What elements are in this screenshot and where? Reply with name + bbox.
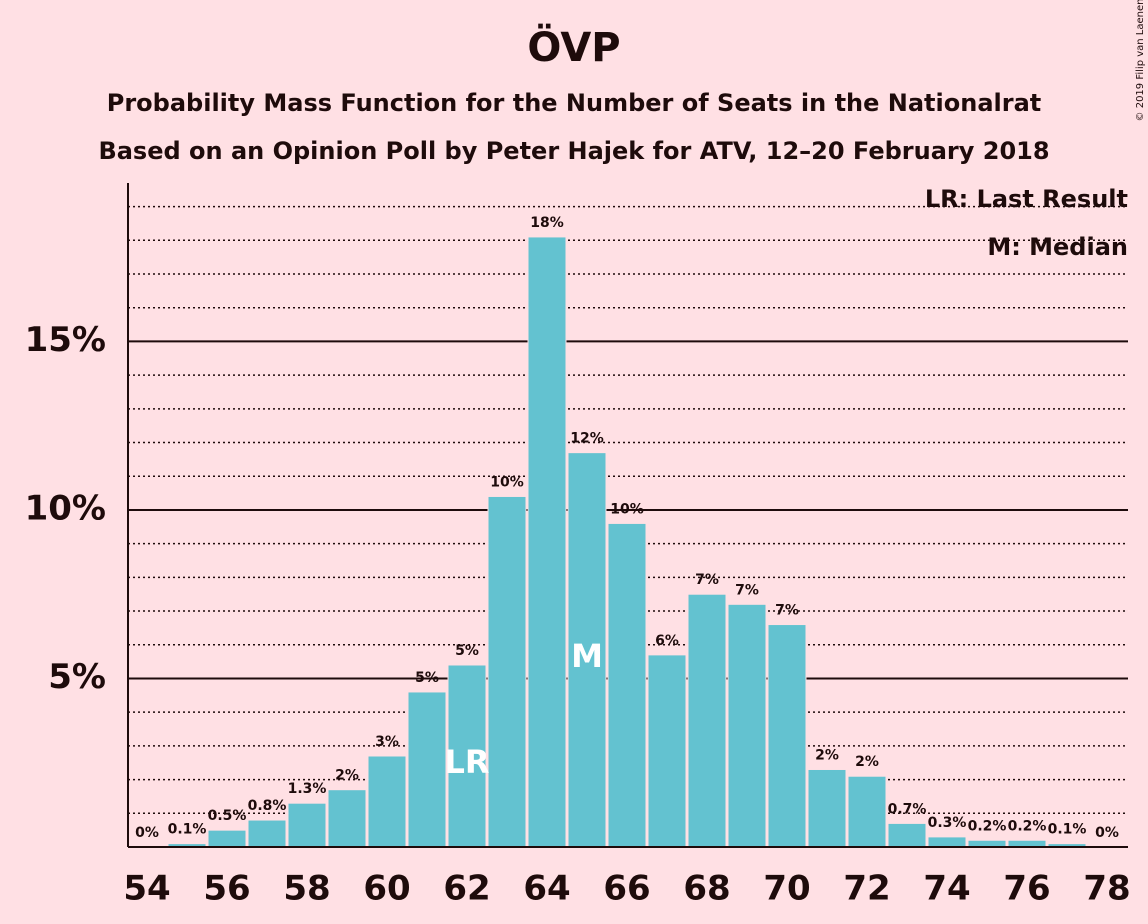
bar bbox=[607, 522, 647, 848]
value-label: 2% bbox=[855, 754, 879, 770]
bar bbox=[247, 819, 287, 848]
bar bbox=[807, 768, 847, 848]
value-label: 0.3% bbox=[928, 815, 967, 831]
x-tick-label: 68 bbox=[683, 869, 730, 909]
bar bbox=[887, 822, 927, 848]
value-label: 10% bbox=[490, 474, 524, 490]
value-label: 5% bbox=[415, 670, 439, 686]
x-tick-label: 60 bbox=[363, 869, 410, 909]
y-tick-label: 5% bbox=[48, 657, 106, 697]
value-label: 0% bbox=[1095, 825, 1119, 841]
y-tick-label: 10% bbox=[25, 488, 106, 528]
value-label: 0.1% bbox=[1048, 822, 1087, 838]
x-tick-label: 66 bbox=[603, 869, 650, 909]
value-label: 6% bbox=[655, 633, 679, 649]
bar bbox=[767, 624, 807, 848]
value-label: 12% bbox=[570, 431, 604, 447]
value-label: 0% bbox=[135, 825, 159, 841]
value-label: 5% bbox=[455, 643, 479, 659]
value-label: 7% bbox=[695, 572, 719, 588]
bar bbox=[1007, 839, 1047, 848]
x-tick-label: 64 bbox=[523, 869, 570, 909]
value-label: 0.7% bbox=[888, 801, 927, 817]
bar-annotation: M bbox=[571, 637, 603, 675]
bar bbox=[487, 495, 527, 848]
chart-title: ÖVP bbox=[527, 23, 620, 71]
bar bbox=[967, 839, 1007, 848]
value-label: 0.1% bbox=[168, 822, 207, 838]
bar bbox=[367, 755, 407, 848]
value-label: 0.5% bbox=[208, 808, 247, 824]
bar bbox=[207, 829, 247, 848]
x-tick-label: 76 bbox=[1003, 869, 1050, 909]
value-label: 0.2% bbox=[1008, 818, 1047, 834]
bar bbox=[847, 775, 887, 848]
value-label: 0.2% bbox=[968, 818, 1007, 834]
value-label: 7% bbox=[775, 603, 799, 619]
value-label: 2% bbox=[815, 747, 839, 763]
bar bbox=[727, 603, 767, 848]
legend-entry: LR: Last Result bbox=[925, 185, 1128, 213]
value-label: 7% bbox=[735, 582, 759, 598]
value-label: 0.8% bbox=[248, 798, 287, 814]
x-tick-label: 72 bbox=[843, 869, 890, 909]
bar bbox=[287, 802, 327, 848]
legend-entry: M: Median bbox=[987, 233, 1128, 261]
x-tick-label: 62 bbox=[443, 869, 490, 909]
chart-subtitle: Based on an Opinion Poll by Peter Hajek … bbox=[98, 137, 1049, 165]
x-tick-label: 78 bbox=[1083, 869, 1130, 909]
bar-annotation: LR bbox=[444, 743, 489, 781]
bar bbox=[527, 236, 567, 848]
bar bbox=[407, 691, 447, 848]
bar bbox=[647, 654, 687, 848]
value-label: 18% bbox=[530, 215, 564, 231]
x-tick-label: 70 bbox=[763, 869, 810, 909]
x-tick-label: 58 bbox=[283, 869, 330, 909]
x-tick-label: 54 bbox=[123, 869, 170, 909]
bar bbox=[687, 593, 727, 848]
bar bbox=[327, 789, 367, 848]
value-label: 2% bbox=[335, 768, 359, 784]
bar bbox=[447, 664, 487, 848]
bar bbox=[927, 836, 967, 848]
bar bbox=[567, 452, 607, 848]
value-label: 3% bbox=[375, 734, 399, 750]
y-tick-label: 15% bbox=[25, 320, 106, 360]
chart-subtitle: Probability Mass Function for the Number… bbox=[107, 89, 1042, 117]
x-tick-label: 74 bbox=[923, 869, 970, 909]
value-label: 1.3% bbox=[288, 781, 327, 797]
x-tick-label: 56 bbox=[203, 869, 250, 909]
copyright: © 2019 Filip van Laenen bbox=[1135, 0, 1146, 121]
value-label: 10% bbox=[610, 501, 644, 517]
